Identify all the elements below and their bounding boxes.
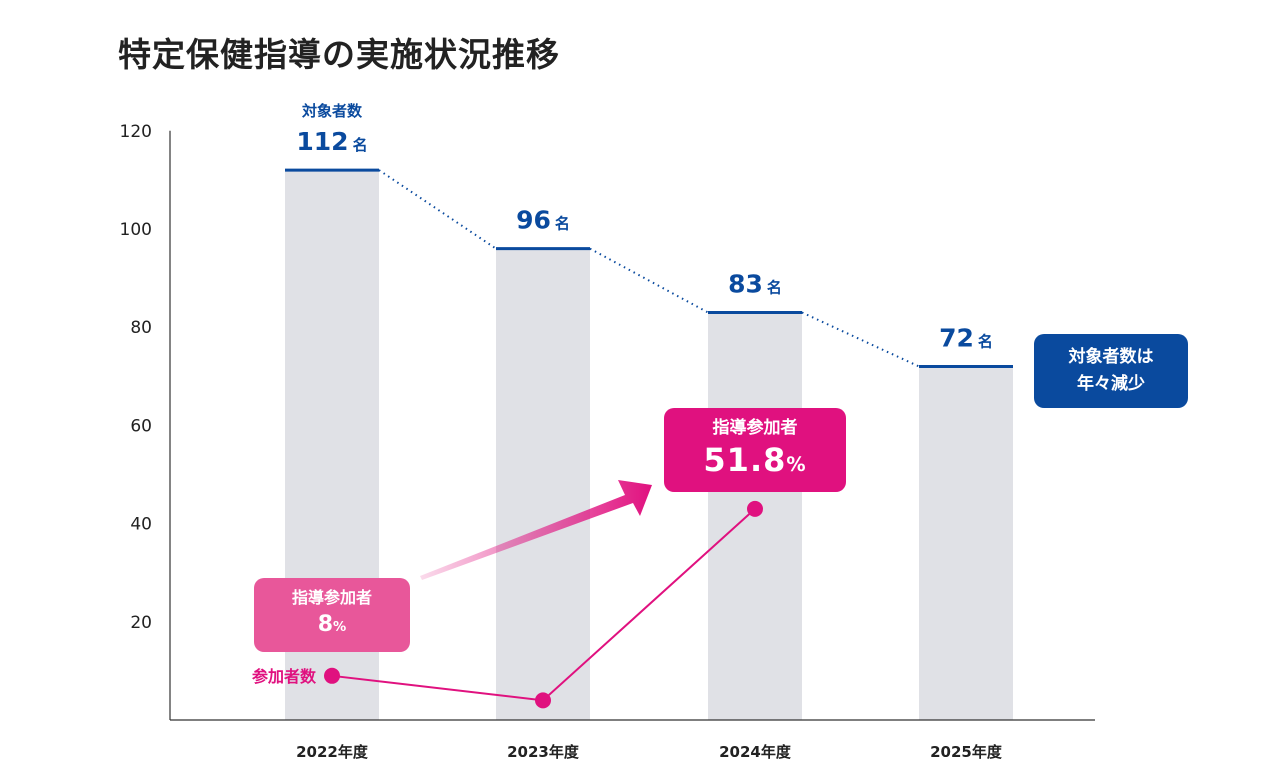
bar: [919, 366, 1013, 720]
y-tick-label: 120: [120, 122, 152, 142]
participation-start-callout: 指導参加者 8%: [254, 578, 410, 652]
increase-arrow: [420, 480, 652, 580]
callout-label: 指導参加者: [712, 418, 798, 438]
target-decrease-callout: 対象者数は 年々減少: [1034, 334, 1188, 408]
participant-series: 参加者数: [252, 500, 763, 709]
participant-point: [324, 667, 340, 684]
y-tick-label: 100: [120, 220, 152, 240]
bar-value-label: 72 名: [939, 323, 993, 352]
bar-value-label: 112 名: [296, 127, 367, 156]
callout-value: 51.8%: [703, 441, 807, 479]
series-label-target: 対象者数: [301, 102, 363, 120]
x-category-label: 2023年度: [507, 743, 580, 761]
bar-value-label: 96 名: [516, 206, 570, 235]
y-tick-label: 80: [130, 318, 152, 338]
callout-line-1: 対象者数は: [1068, 347, 1154, 367]
series-label-participants: 参加者数: [252, 667, 317, 686]
y-tick-label: 40: [130, 515, 152, 535]
y-tick-label: 60: [130, 416, 152, 436]
x-category-label: 2024年度: [719, 743, 792, 761]
callout-label: 指導参加者: [291, 588, 372, 607]
participant-point: [747, 500, 763, 517]
arrow-shape: [420, 480, 652, 580]
participation-end-callout: 指導参加者 51.8%: [664, 408, 846, 492]
y-tick-label: 20: [130, 613, 152, 633]
bar: [496, 248, 590, 720]
bar-value-label: 83 名: [728, 269, 782, 298]
x-category-label: 2022年度: [296, 743, 369, 761]
callout-line-2: 年々減少: [1077, 374, 1145, 394]
x-axis: 2022年度 2023年度 2024年度 2025年度: [170, 719, 1095, 761]
trend-dotted-line: [378, 169, 497, 250]
x-category-label: 2025年度: [930, 743, 1003, 761]
chart-title: 特定保健指導の実施状況推移: [118, 35, 560, 74]
callout-value: 8%: [317, 612, 347, 637]
y-axis: 20 40 60 80 100 120: [120, 122, 171, 720]
participant-point: [535, 692, 551, 709]
trend-dotted-line: [589, 247, 709, 314]
target-trend: [378, 169, 920, 368]
trend-dotted-line: [801, 311, 920, 368]
